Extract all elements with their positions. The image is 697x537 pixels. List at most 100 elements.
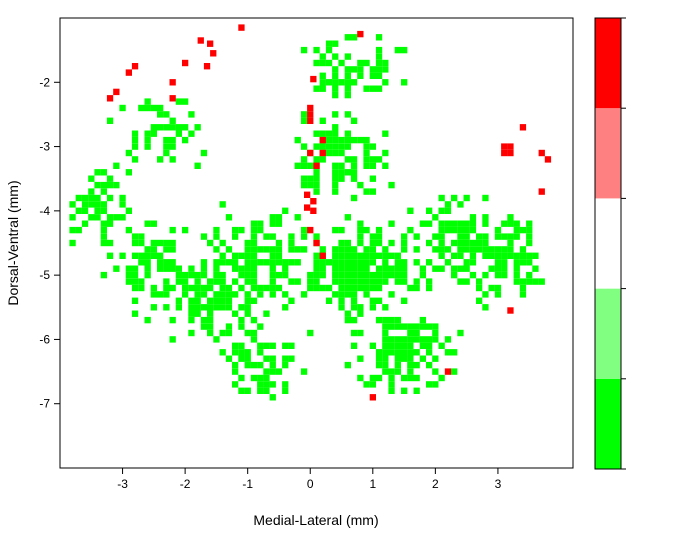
green-cell <box>369 143 376 150</box>
green-cell <box>407 342 414 349</box>
green-cell <box>163 291 170 298</box>
green-cell <box>250 329 258 337</box>
green-cell <box>350 194 358 202</box>
green-cell <box>225 355 233 362</box>
green-cell <box>350 252 358 259</box>
green-cell <box>182 278 189 285</box>
green-cell <box>338 79 345 86</box>
green-cell <box>357 265 364 272</box>
green-cell <box>94 207 101 214</box>
green-cell <box>263 381 270 388</box>
green-cell <box>432 336 439 343</box>
green-cell <box>382 323 389 330</box>
green-cell <box>344 66 351 73</box>
green-cell <box>388 252 395 259</box>
red-cell <box>313 239 320 247</box>
green-cell <box>363 149 370 157</box>
green-cell <box>407 374 414 382</box>
green-cell <box>357 355 364 362</box>
green-cell <box>250 374 258 382</box>
green-cell <box>332 265 339 272</box>
green-cell <box>338 297 345 304</box>
green-cell <box>250 246 258 253</box>
green-cell <box>300 175 308 182</box>
y-axis: -2 -3 -4 -5 -6 -7 <box>39 75 60 411</box>
red-cell <box>507 307 514 314</box>
green-cell <box>438 226 445 234</box>
green-cell <box>369 278 376 285</box>
green-cell <box>350 342 358 349</box>
green-cell <box>369 259 376 266</box>
green-cell <box>369 374 376 382</box>
green-cell <box>501 233 508 240</box>
green-cell <box>169 143 176 150</box>
green-cell <box>519 226 527 234</box>
green-cell <box>319 79 326 86</box>
green-cell <box>225 329 233 337</box>
green-cell <box>344 130 351 137</box>
green-cell <box>94 181 101 189</box>
green-cell <box>338 226 345 234</box>
green-cell <box>300 368 308 375</box>
green-cell <box>232 368 239 375</box>
green-cell <box>219 349 226 356</box>
green-cell <box>219 239 226 247</box>
green-cell <box>382 79 389 86</box>
green-cell <box>438 252 445 259</box>
green-cell <box>244 265 251 272</box>
green-cell <box>188 130 195 137</box>
green-cell <box>457 233 464 240</box>
y-tick-label: -6 <box>39 332 50 346</box>
green-cell <box>382 252 389 259</box>
red-cell <box>203 63 211 70</box>
green-cell <box>369 297 376 304</box>
green-cell <box>426 381 433 388</box>
green-cell <box>432 381 439 388</box>
green-cell <box>169 336 176 343</box>
green-cell <box>332 111 339 118</box>
green-cell <box>213 265 220 272</box>
green-cell <box>332 246 339 253</box>
green-cell <box>263 374 270 382</box>
green-cell <box>138 104 145 112</box>
green-cell <box>232 342 239 349</box>
green-cell <box>438 246 445 253</box>
green-cell <box>357 271 364 279</box>
green-cell <box>200 149 208 157</box>
green-cell <box>194 304 201 311</box>
legend-swatch <box>595 378 621 469</box>
green-cell <box>319 53 326 60</box>
green-cell <box>282 304 289 311</box>
green-cell <box>263 342 270 349</box>
green-cell <box>413 329 420 337</box>
green-cell <box>257 259 264 266</box>
green-cell <box>269 271 276 279</box>
green-cell <box>357 72 364 79</box>
green-cell <box>313 278 320 285</box>
green-cell <box>388 239 395 247</box>
green-cell <box>444 201 452 208</box>
green-cell <box>338 239 345 247</box>
green-cell <box>469 220 477 227</box>
green-cell <box>288 259 295 266</box>
green-cell <box>344 156 351 163</box>
green-cell <box>526 220 533 227</box>
green-cell <box>163 143 170 150</box>
green-cell <box>244 271 251 279</box>
green-cell <box>444 349 452 356</box>
red-cell <box>507 149 514 157</box>
green-cell <box>250 239 258 247</box>
green-cell <box>401 233 408 240</box>
green-cell <box>119 194 126 202</box>
green-cell <box>188 329 195 337</box>
green-cell <box>513 271 520 279</box>
green-cell <box>350 271 358 279</box>
green-cell <box>106 117 114 124</box>
green-cell <box>325 136 333 144</box>
green-cell <box>207 310 214 317</box>
red-cell <box>182 59 189 67</box>
green-cell <box>225 297 233 304</box>
green-cell <box>138 252 145 259</box>
green-cell <box>344 85 351 92</box>
green-cell <box>457 239 464 247</box>
